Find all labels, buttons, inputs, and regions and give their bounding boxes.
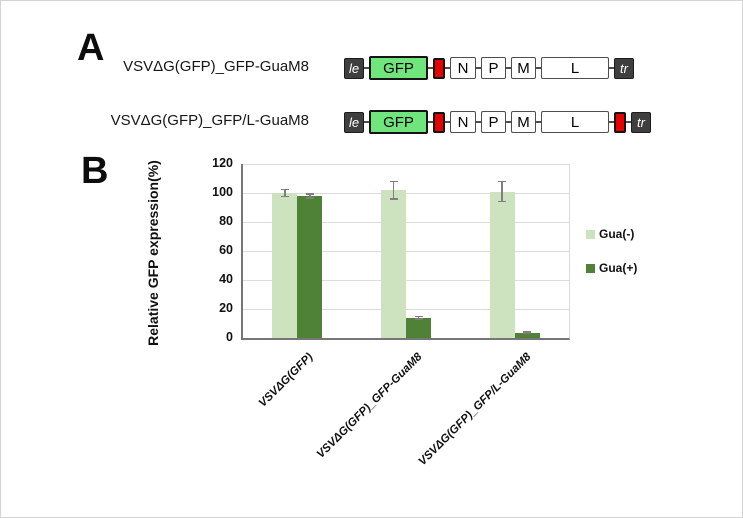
error-bar-cap xyxy=(523,331,532,333)
gene-connector xyxy=(445,121,450,123)
error-bar-cap xyxy=(280,188,289,191)
chart-plot-area xyxy=(241,163,570,340)
gene-connector xyxy=(476,67,481,69)
gene-box-gfp: GFP xyxy=(369,110,428,134)
gene-box-m: M xyxy=(511,111,536,133)
gene-box-l: L xyxy=(541,57,609,79)
error-bar-cap xyxy=(389,180,398,183)
gene-connector xyxy=(364,67,369,69)
panel-b-label: B xyxy=(81,150,108,192)
y-axis-title: Relative GFP expression(%) xyxy=(145,160,161,346)
gene-box-tr: tr xyxy=(631,111,651,133)
bar-Gua(+)-3 xyxy=(514,332,540,338)
construct-name-1: VSVΔG(GFP)_GFP-GuaM8 xyxy=(123,58,309,75)
gene-box-marker xyxy=(614,111,626,133)
gene-connector xyxy=(626,121,631,123)
gene-box-l: L xyxy=(541,111,609,133)
gene-connector xyxy=(609,121,614,123)
error-bar-cap xyxy=(498,180,507,183)
y-tick-100: 100 xyxy=(212,185,233,199)
gene-connector xyxy=(428,67,433,69)
error-bar-cap xyxy=(414,318,423,320)
bar-Gua(-)-2 xyxy=(381,190,406,338)
gridline-120 xyxy=(243,163,569,165)
y-tick-20: 20 xyxy=(219,301,233,315)
bar-Gua(-)-1 xyxy=(272,193,298,338)
error-bar-cap xyxy=(305,197,314,199)
gene-connector xyxy=(428,121,433,123)
gene-box-marker xyxy=(433,111,445,133)
legend-swatch-Gua(+) xyxy=(586,263,595,273)
gene-box-p: P xyxy=(481,57,506,79)
construct-name-2: VSVΔG(GFP)_GFP/L-GuaM8 xyxy=(110,112,309,129)
gene-connector xyxy=(609,67,614,69)
legend-item-Gua(+): Gua(+) xyxy=(586,261,637,275)
bar-Gua(+)-1 xyxy=(297,195,323,338)
y-tick-40: 40 xyxy=(219,272,233,286)
gridline-100 xyxy=(243,192,569,194)
y-tick-0: 0 xyxy=(226,330,233,344)
gene-connector xyxy=(536,121,541,123)
error-bar xyxy=(501,180,503,203)
gene-connector xyxy=(536,67,541,69)
gene-box-le: le xyxy=(344,111,364,133)
gene-connector xyxy=(364,121,369,123)
bar-Gua(-)-3 xyxy=(489,191,515,338)
gene-box-marker xyxy=(433,57,445,79)
y-tick-120: 120 xyxy=(212,156,233,170)
gene-box-le: le xyxy=(344,57,364,79)
gridline-80 xyxy=(243,221,569,223)
gene-connector xyxy=(476,121,481,123)
error-bar-cap xyxy=(523,332,532,335)
legend-label-Gua(+): Gua(+) xyxy=(599,261,638,275)
gridline-40 xyxy=(243,279,569,281)
error-bar xyxy=(284,188,286,198)
y-tick-60: 60 xyxy=(219,243,233,257)
legend-label-Gua(-): Gua(-) xyxy=(599,227,635,241)
gene-box-n: N xyxy=(450,57,476,79)
gene-box-gfp: GFP xyxy=(369,56,428,80)
error-bar-cap xyxy=(389,198,398,200)
error-bar-cap xyxy=(305,193,314,195)
gene-connector xyxy=(445,67,450,69)
gene-box-m: M xyxy=(511,57,536,79)
error-bar-cap xyxy=(414,315,423,318)
bar-Gua(+)-2 xyxy=(406,317,431,338)
error-bar xyxy=(309,193,311,199)
error-bar xyxy=(417,315,420,320)
gene-connector xyxy=(506,67,511,69)
gene-connector xyxy=(506,121,511,123)
gridline-60 xyxy=(243,250,569,252)
legend-item-Gua(-): Gua(-) xyxy=(586,227,634,241)
legend-swatch-Gua(-) xyxy=(586,229,595,239)
gene-box-n: N xyxy=(450,111,476,133)
gridline-20 xyxy=(243,308,569,310)
gene-box-p: P xyxy=(481,111,506,133)
y-tick-80: 80 xyxy=(219,214,233,228)
error-bar-cap xyxy=(280,195,289,198)
panel-a-label: A xyxy=(77,27,104,69)
error-bar xyxy=(392,180,395,200)
error-bar-cap xyxy=(498,200,507,203)
gene-box-tr: tr xyxy=(614,57,634,79)
